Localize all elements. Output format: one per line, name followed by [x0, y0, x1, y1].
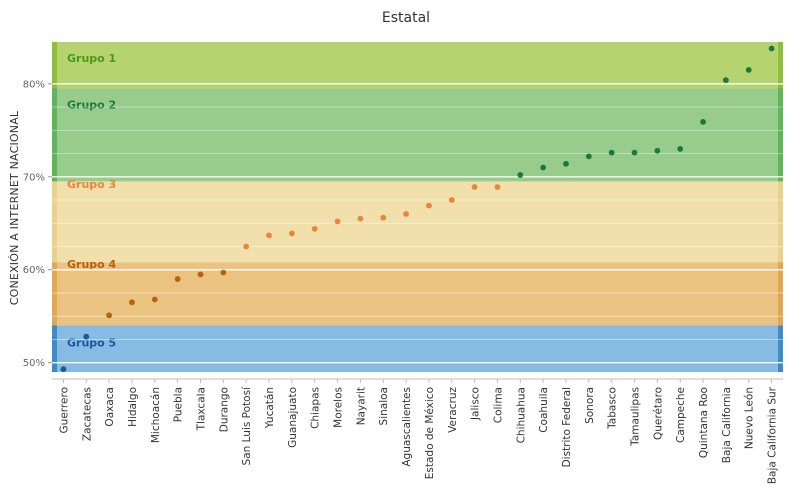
x-tick-label: Michoacán: [150, 387, 162, 443]
data-point: [677, 146, 684, 152]
x-tick-label: Baja California Sur: [767, 386, 779, 484]
band-1: [52, 42, 783, 89]
x-tick-label: Oaxaca: [104, 387, 116, 427]
data-point: [563, 160, 569, 167]
data-point: [334, 218, 341, 225]
band-5-left-edge: [52, 325, 57, 372]
x-tick-label: Querétaro: [652, 387, 664, 440]
data-point: [722, 77, 729, 84]
band-1-left-edge: [52, 42, 57, 89]
data-point: [266, 232, 272, 239]
x-tick-label: San Luis Potosí: [241, 386, 253, 466]
band-1-right-edge: [778, 42, 783, 89]
data-point: [311, 225, 318, 232]
gridlines: [52, 83, 783, 364]
band-2-right-edge: [778, 88, 783, 182]
y-tick-label: 60%: [23, 265, 45, 276]
x-tick-label: Campeche: [675, 387, 687, 443]
band-label-3: Grupo 3: [67, 178, 116, 191]
band-3-left-edge: [52, 181, 57, 263]
band-5: [52, 325, 783, 372]
band-label-2: Grupo 2: [67, 98, 116, 111]
data-point: [471, 184, 478, 190]
y-axis-label: CONEXIÓN A INTERNET NACIONAL: [8, 110, 21, 305]
data-point: [540, 164, 547, 171]
y-tick-label: 70%: [23, 172, 45, 183]
data-point: [220, 269, 227, 276]
x-tick-label: Yucatán: [264, 387, 276, 429]
band-4-left-edge: [52, 262, 57, 326]
band-2: [52, 88, 783, 182]
y-axis-ticks: 50% 60% 70% 80%: [23, 79, 52, 369]
x-tick-label: Tamaulipas: [630, 387, 642, 447]
x-tick-label: Hidalgo: [127, 387, 139, 427]
x-axis-ticks: Guerrero Zacatecas Oaxaca Hidalgo Michoacán P…: [58, 386, 778, 484]
x-tick-label: Colima: [492, 387, 504, 423]
data-point: [654, 147, 661, 154]
data-point: [631, 149, 638, 156]
data-point: [83, 333, 90, 340]
x-axis: [52, 378, 783, 383]
x-tick-label: Sonora: [584, 387, 596, 424]
data-point: [608, 149, 615, 156]
x-tick-label: Guanajuato: [287, 387, 299, 448]
x-tick-label: Baja California: [721, 387, 733, 463]
data-point: [151, 296, 158, 303]
x-tick-label: Chihuahua: [515, 387, 527, 443]
band-label-4: Grupo 4: [67, 258, 117, 271]
x-tick-label: Sinaloa: [378, 387, 390, 425]
data-point: [426, 202, 432, 209]
data-point: [106, 312, 113, 319]
data-points: [60, 45, 775, 373]
band-3-right-edge: [778, 181, 783, 263]
y-tick-label: 80%: [23, 79, 45, 90]
x-tick-label: Distrito Federal: [561, 387, 573, 467]
band-2-left-edge: [52, 88, 57, 182]
data-point: [357, 215, 364, 222]
band-4: [52, 262, 783, 326]
chart-title: Estatal: [382, 10, 430, 26]
data-point: [197, 271, 204, 278]
x-tick-label: Jalisco: [470, 387, 482, 421]
x-tick-label: Veracruz: [447, 387, 459, 433]
x-tick-label: Aguascalientes: [401, 387, 413, 467]
data-point: [129, 299, 135, 306]
x-tick-label: Coahuila: [538, 387, 550, 433]
x-tick-label: Puebla: [173, 387, 185, 422]
x-tick-label: Estado de México: [424, 387, 436, 479]
x-tick-label: Tlaxcala: [195, 387, 207, 431]
band-5-right-edge: [778, 325, 783, 372]
data-point: [288, 230, 295, 237]
x-tick-label: Durango: [218, 387, 230, 432]
band-label-1: Grupo 1: [67, 52, 116, 65]
x-tick-label: Guerrero: [58, 387, 70, 433]
band-label-5: Grupo 5: [67, 336, 116, 349]
x-tick-label: Quintana Roo: [698, 387, 710, 458]
y-tick-label: 50%: [23, 358, 45, 369]
x-tick-label: Nayarit: [355, 387, 367, 425]
x-tick-label: Zacatecas: [81, 387, 93, 441]
data-point: [60, 366, 67, 373]
data-point: [380, 214, 387, 221]
data-point: [448, 197, 455, 203]
band-4-right-edge: [778, 262, 783, 326]
data-point: [494, 184, 501, 190]
x-tick-label: Morelos: [333, 387, 345, 428]
data-point: [403, 211, 409, 217]
data-point: [745, 66, 752, 73]
data-point: [585, 153, 592, 160]
x-tick-label: Tabasco: [607, 387, 619, 430]
data-point: [243, 243, 250, 250]
group-bands: Grupo 1 Grupo 2 Grupo 3 Grupo 4 Grupo 5: [52, 42, 783, 372]
x-tick-label: Chiapas: [310, 387, 322, 429]
data-point: [768, 45, 775, 52]
data-point: [700, 119, 706, 125]
band-3: [52, 181, 783, 263]
data-point: [174, 276, 181, 282]
data-point: [517, 172, 524, 178]
x-tick-label: Nuevo León: [744, 387, 756, 449]
